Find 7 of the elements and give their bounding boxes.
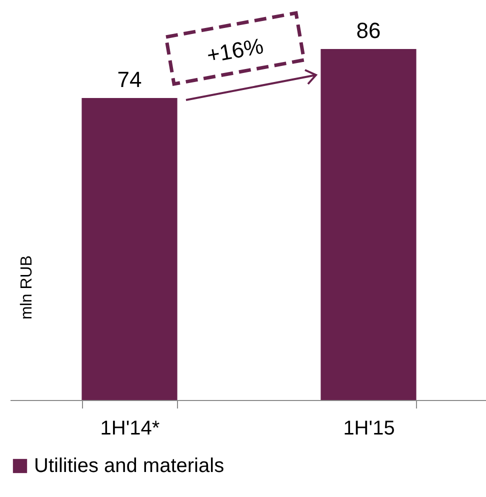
- x-tick-label: 1H'15: [343, 418, 395, 440]
- annotation: +16%: [204, 33, 266, 68]
- y-axis-title: mln RUB: [18, 255, 36, 320]
- data-label: 86: [356, 18, 381, 43]
- data-label: 74: [117, 66, 142, 92]
- legend-label: Utilities and materials: [34, 455, 224, 477]
- x-tick-label: 1H'14*: [100, 418, 160, 440]
